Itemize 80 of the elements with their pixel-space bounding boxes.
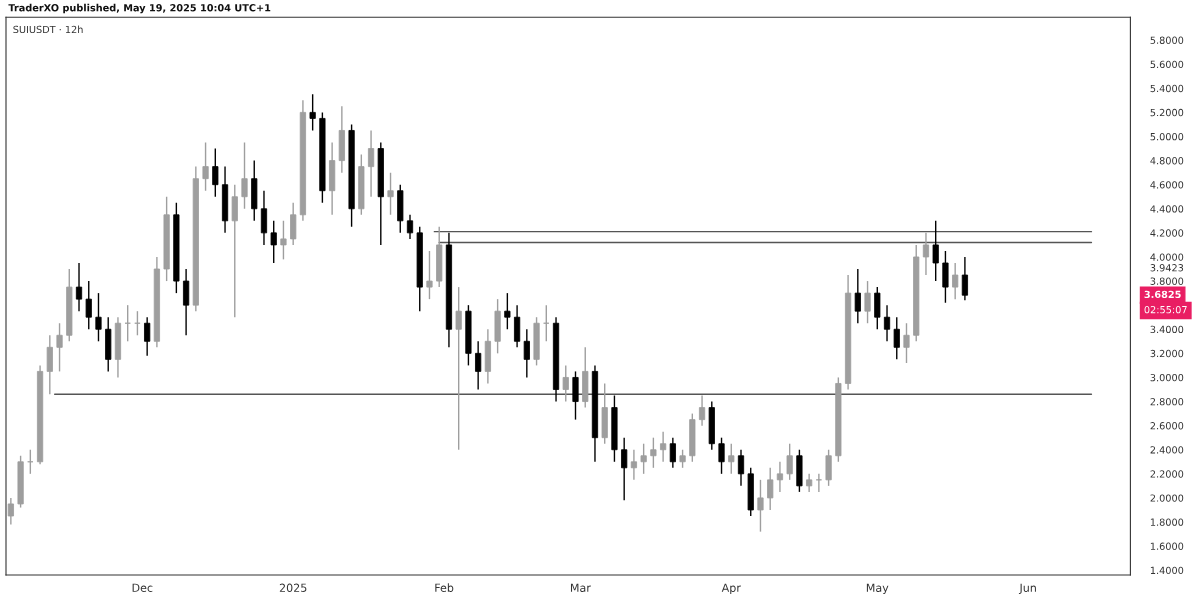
candlestick (786, 443, 793, 481)
candlestick (961, 256, 968, 302)
y-tick-label: 3.4000 (1150, 325, 1184, 334)
y-tick-label: 5.4000 (1150, 84, 1184, 93)
candlestick (56, 322, 63, 373)
text: SUIUSDT · 12h (13, 25, 83, 34)
x-tick-label: Apr (721, 583, 741, 595)
candlestick (932, 220, 939, 282)
candlestick (212, 147, 219, 198)
y-tick-label: 3.2000 (1150, 349, 1184, 358)
candlestick (523, 328, 530, 379)
y-tick-label: 5.6000 (1150, 60, 1184, 69)
candlestick (85, 280, 92, 330)
y-tick-label: 2.4000 (1150, 446, 1184, 454)
candlestick (767, 467, 774, 511)
candlestick (698, 394, 706, 427)
y-tick-label: 2.0000 (1150, 494, 1184, 502)
candlestick (202, 141, 209, 192)
candlestick (562, 364, 569, 403)
y-tick-label: 2.6000 (1150, 422, 1184, 430)
candlestick (776, 461, 784, 493)
y-tick-label: 1.6000 (1150, 542, 1184, 550)
chart-subtitle: TraderXO published, May 19, 2025 10:04 UTC+1 (8, 3, 271, 14)
y-tick-label: 3.8000 (1150, 277, 1184, 285)
candlestick (406, 214, 414, 240)
candlestick (367, 129, 375, 198)
y-tick-label: 4.4000 (1150, 205, 1184, 213)
candlestick (806, 473, 813, 493)
candlestick (504, 292, 511, 330)
y-tick-label: 5.0000 (1150, 132, 1184, 141)
y-tick-label: 1.4000 (1150, 566, 1184, 575)
y-tick-label: 5.2000 (1150, 108, 1184, 117)
y-tick-label: 3.0000 (1150, 373, 1184, 382)
candlestick (952, 262, 959, 300)
candlestick (883, 304, 891, 342)
candlestick (387, 171, 394, 216)
text: 3.6825 (1144, 290, 1181, 299)
candlestick (864, 280, 871, 324)
candlestick (718, 436, 725, 475)
x-tick-label: May (866, 583, 889, 595)
candlestick (7, 497, 14, 526)
y-tick-label: 2.2000 (1150, 470, 1184, 478)
candlestick (630, 449, 638, 481)
candlestick (640, 443, 647, 475)
candlestick (650, 436, 657, 469)
x-tick-label: Feb (435, 583, 454, 592)
candlestick (660, 430, 667, 463)
candlestick (621, 436, 628, 502)
x-tick-label: Mar (570, 583, 591, 592)
candlestick (426, 250, 433, 300)
y-tick-label: 5.8000 (1150, 36, 1184, 44)
candlestick (475, 340, 482, 391)
candlestick (854, 268, 861, 324)
candlestick (903, 322, 910, 364)
y-tick-label: 4.2000 (1150, 229, 1184, 237)
y-tick-label: 3.9423 (1150, 264, 1184, 272)
candlestick (270, 220, 277, 264)
x-tick-label: Dec (132, 583, 153, 592)
candlestick (455, 286, 462, 451)
candlestick (922, 232, 930, 276)
y-tick-label: 1.8000 (1150, 518, 1184, 526)
text: 02:55:07 (1144, 305, 1187, 314)
x-tick-label: 2025 (279, 583, 307, 592)
y-tick-label: 4.6000 (1150, 181, 1184, 189)
candlestick (737, 449, 745, 487)
candlestick (309, 93, 316, 132)
candlestick (728, 443, 735, 475)
candlestick (757, 479, 764, 533)
x-tick-label: Jun (1018, 583, 1036, 595)
candlestick (95, 292, 102, 342)
candlestick (893, 316, 900, 361)
y-tick-label: 2.8000 (1150, 398, 1184, 406)
candlestick (679, 449, 686, 469)
candlestick (280, 220, 287, 261)
candlestick (144, 316, 151, 357)
y-tick-label: 4.8000 (1150, 157, 1184, 165)
candlestick (241, 141, 248, 210)
candlestick (75, 262, 83, 312)
candlestick (669, 436, 676, 469)
y-tick-label: 4.0000 (1150, 253, 1184, 261)
